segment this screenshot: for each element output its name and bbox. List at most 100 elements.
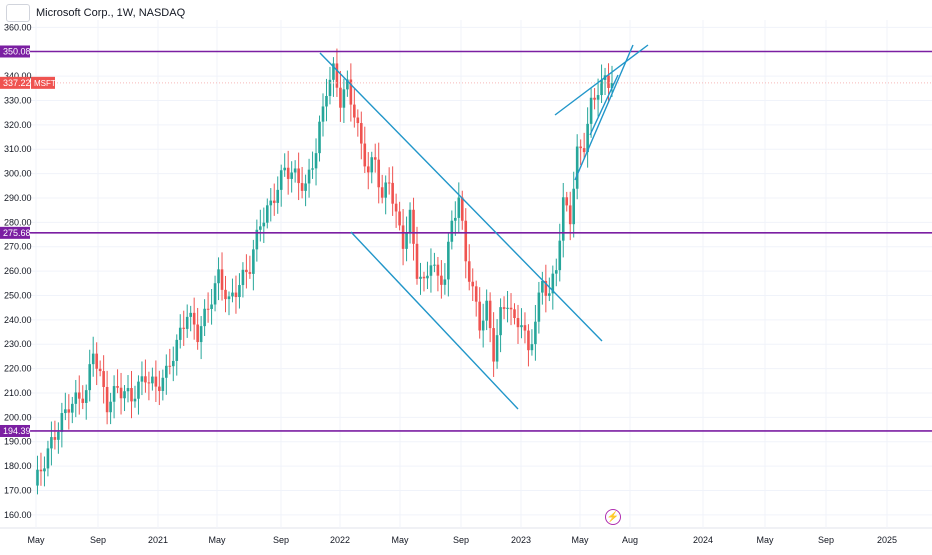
candle-body: [586, 123, 589, 153]
candle-body: [527, 330, 530, 351]
candle-body: [537, 292, 541, 322]
price-tick-label: 250.00: [4, 290, 32, 300]
candle-body: [523, 325, 527, 331]
candle-body: [485, 300, 488, 321]
trend-line[interactable]: [319, 52, 603, 342]
candle-body: [499, 307, 502, 336]
candle-body: [534, 321, 537, 345]
trend-line[interactable]: [589, 74, 619, 136]
current-price-tag: [0, 76, 30, 89]
candle-body: [325, 95, 328, 107]
candle-body: [151, 376, 154, 384]
price-tick-label: 360.00: [4, 22, 32, 32]
trend-line[interactable]: [554, 44, 649, 116]
candle-body: [182, 327, 186, 329]
candle-body: [84, 390, 88, 403]
candle-body: [467, 261, 471, 282]
candle-body: [401, 225, 405, 249]
price-tick-label: 180.00: [4, 461, 32, 471]
candle-body: [346, 79, 349, 90]
candle-body: [366, 166, 370, 173]
trend-line[interactable]: [350, 231, 519, 410]
candle-body: [373, 157, 377, 160]
candle-body: [554, 270, 558, 274]
candle-body: [71, 403, 74, 413]
price-tick-label: 270.00: [4, 242, 32, 252]
candle-body: [297, 168, 300, 184]
candle-body: [363, 143, 367, 167]
candle-body: [610, 82, 614, 88]
time-axis-label: Sep: [90, 535, 106, 545]
candle-body: [589, 97, 593, 124]
time-axis-label: 2021: [148, 535, 168, 545]
candle-body: [293, 168, 297, 173]
candle-body: [426, 275, 429, 279]
candle-body: [57, 431, 60, 440]
candle-body: [95, 353, 98, 369]
candle-body: [460, 197, 464, 221]
candle-body: [478, 301, 481, 331]
candle-body: [548, 293, 551, 296]
chart-title: Microsoft Corp., 1W, NASDAQ: [36, 7, 186, 19]
candle-body: [224, 289, 227, 300]
price-tick-label: 210.00: [4, 388, 32, 398]
candle-body: [283, 167, 286, 171]
candle-body: [161, 377, 165, 391]
candle-body: [168, 365, 172, 367]
candle-body: [248, 272, 252, 274]
time-axis-label: May: [391, 535, 409, 545]
candle-body: [377, 159, 381, 188]
candle-body: [391, 182, 394, 204]
candle-body: [196, 324, 199, 343]
candle-body: [105, 386, 109, 413]
candle-body: [67, 409, 71, 413]
candle-body: [241, 269, 245, 286]
candle-body: [607, 75, 610, 88]
trend-line[interactable]: [574, 44, 634, 181]
candle-body: [279, 170, 283, 190]
time-axis-label: Aug: [622, 535, 638, 545]
time-axis-label: 2025: [877, 535, 897, 545]
candle-body: [53, 437, 57, 440]
candle-body: [454, 217, 457, 221]
candle-body: [513, 309, 516, 319]
candle-body: [130, 388, 133, 402]
price-tick-label: 300.00: [4, 169, 32, 179]
candle-body: [332, 63, 335, 80]
candle-body: [175, 339, 179, 361]
price-tick-label: 280.00: [4, 217, 32, 227]
candle-body: [178, 327, 182, 340]
candle-body: [74, 392, 78, 404]
candle-body: [255, 229, 259, 250]
time-axis-label: Sep: [453, 535, 469, 545]
candle-body: [415, 243, 419, 279]
time-axis-label: 2023: [511, 535, 531, 545]
time-axis-label: Sep: [273, 535, 289, 545]
price-tick-label: 220.00: [4, 364, 32, 374]
candle-body: [77, 392, 81, 399]
candle-body: [582, 148, 586, 153]
candle-body: [39, 469, 43, 472]
candle-body: [286, 167, 290, 179]
candle-body: [314, 153, 318, 169]
candle-body: [520, 325, 523, 328]
candle-body: [88, 364, 92, 391]
time-axis-label: Sep: [818, 535, 834, 545]
candle-body: [339, 87, 342, 108]
candle-body: [492, 328, 495, 362]
candle-body: [119, 387, 123, 399]
candle-body: [265, 205, 269, 223]
candle-body: [394, 203, 398, 212]
candle-body: [238, 285, 241, 298]
symbol-logo[interactable]: [6, 4, 30, 22]
candle-body: [433, 264, 436, 266]
price-tick-label: 170.00: [4, 485, 32, 495]
flash-icon[interactable]: ⚡: [605, 509, 621, 525]
symbol-tag: [31, 76, 55, 89]
candle-body: [509, 307, 513, 310]
price-tick-label: 320.00: [4, 120, 32, 130]
candle-body: [259, 226, 262, 230]
candle-body: [147, 382, 151, 384]
